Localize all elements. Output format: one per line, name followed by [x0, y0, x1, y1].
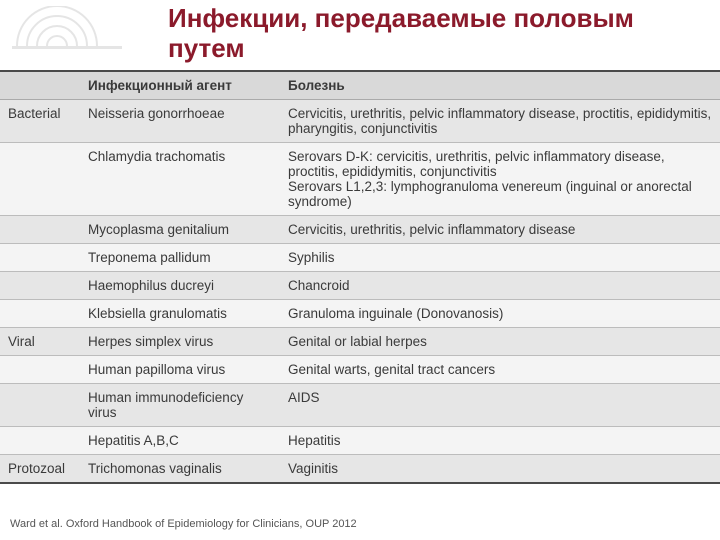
page-title: Инфекции, передаваемые половым путем — [168, 4, 688, 64]
cell-category — [0, 244, 80, 272]
cell-disease: Genital warts, genital tract cancers — [280, 356, 720, 384]
table-row: Haemophilus ducreyiChancroid — [0, 272, 720, 300]
table-row: Klebsiella granulomatisGranuloma inguina… — [0, 300, 720, 328]
cell-disease: Serovars D-K: cervicitis, urethritis, pe… — [280, 143, 720, 216]
table-row: Human papilloma virusGenital warts, geni… — [0, 356, 720, 384]
col-header-category — [0, 71, 80, 100]
cell-disease: Vaginitis — [280, 455, 720, 484]
citation-footnote: Ward et al. Oxford Handbook of Epidemiol… — [10, 518, 357, 530]
cell-category — [0, 272, 80, 300]
cell-disease: Genital or labial herpes — [280, 328, 720, 356]
slide: Инфекции, передаваемые половым путем Инф… — [0, 0, 720, 540]
table-row: BacterialNeisseria gonorrhoeaeCervicitis… — [0, 100, 720, 143]
cell-agent: Herpes simplex virus — [80, 328, 280, 356]
table-row: Treponema pallidumSyphilis — [0, 244, 720, 272]
cell-category — [0, 143, 80, 216]
cell-agent: Treponema pallidum — [80, 244, 280, 272]
cell-agent: Human papilloma virus — [80, 356, 280, 384]
table-row: Human immunodeficiency virusAIDS — [0, 384, 720, 427]
cell-disease: Cervicitis, urethritis, pelvic inflammat… — [280, 100, 720, 143]
table-row: Mycoplasma genitaliumCervicitis, urethri… — [0, 216, 720, 244]
cell-agent: Klebsiella granulomatis — [80, 300, 280, 328]
cell-category — [0, 384, 80, 427]
cell-disease: Syphilis — [280, 244, 720, 272]
cell-category: Protozoal — [0, 455, 80, 484]
cell-disease: Hepatitis — [280, 427, 720, 455]
cell-disease: Cervicitis, urethritis, pelvic inflammat… — [280, 216, 720, 244]
cell-agent: Chlamydia trachomatis — [80, 143, 280, 216]
cell-category: Viral — [0, 328, 80, 356]
cell-agent: Haemophilus ducreyi — [80, 272, 280, 300]
cell-category — [0, 300, 80, 328]
cell-agent: Human immunodeficiency virus — [80, 384, 280, 427]
cell-agent: Trichomonas vaginalis — [80, 455, 280, 484]
table-row: ViralHerpes simplex virusGenital or labi… — [0, 328, 720, 356]
cell-agent: Neisseria gonorrhoeae — [80, 100, 280, 143]
cell-category — [0, 356, 80, 384]
infections-table-wrap: Инфекционный агент Болезнь BacterialNeis… — [0, 70, 720, 484]
infections-table: Инфекционный агент Болезнь BacterialNeis… — [0, 70, 720, 484]
cell-category — [0, 427, 80, 455]
table-row: Hepatitis A,B,CHepatitis — [0, 427, 720, 455]
table-row: Chlamydia trachomatisSerovars D-K: cervi… — [0, 143, 720, 216]
col-header-disease: Болезнь — [280, 71, 720, 100]
cell-disease: Granuloma inguinale (Donovanosis) — [280, 300, 720, 328]
cell-category — [0, 216, 80, 244]
col-header-agent: Инфекционный агент — [80, 71, 280, 100]
cell-agent: Mycoplasma genitalium — [80, 216, 280, 244]
cell-disease: Chancroid — [280, 272, 720, 300]
cell-disease: AIDS — [280, 384, 720, 427]
table-row: ProtozoalTrichomonas vaginalisVaginitis — [0, 455, 720, 484]
table-header-row: Инфекционный агент Болезнь — [0, 71, 720, 100]
logo-arcs-icon — [12, 6, 122, 54]
cell-agent: Hepatitis A,B,C — [80, 427, 280, 455]
cell-category: Bacterial — [0, 100, 80, 143]
